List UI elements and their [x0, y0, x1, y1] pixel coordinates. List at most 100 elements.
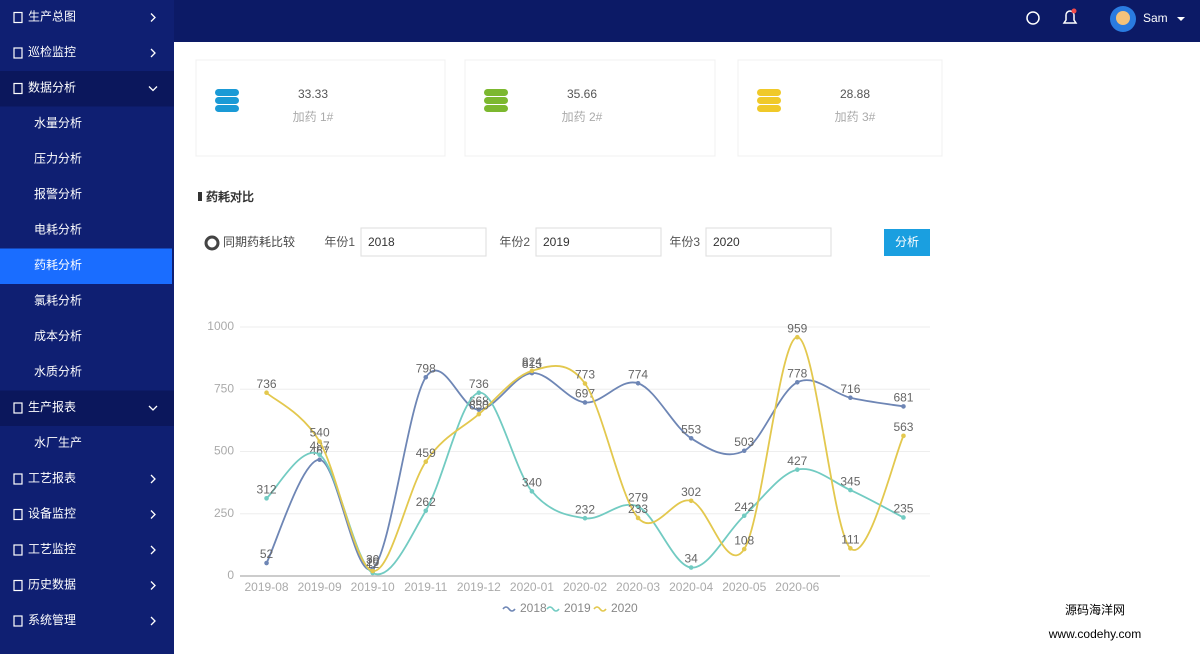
- menu-item[interactable]: 工艺报表: [28, 470, 76, 485]
- legend-label: 2020: [611, 601, 638, 615]
- watermark-line2: www.codehy.com: [1048, 627, 1141, 641]
- data-label: 798: [416, 361, 436, 375]
- series-line: [265, 369, 904, 571]
- x-tick-label: 2020-01: [510, 580, 554, 594]
- data-point: [317, 457, 322, 463]
- submenu-item[interactable]: 电耗分析: [34, 223, 82, 237]
- menu-icon: [13, 473, 23, 485]
- year-input-value[interactable]: 2020: [713, 235, 740, 249]
- menu-chevron: [150, 13, 156, 22]
- stat-icon: [215, 97, 239, 104]
- data-label: 959: [787, 321, 807, 335]
- data-point: [582, 381, 588, 386]
- legend-symbol: [593, 606, 607, 612]
- data-point: [476, 407, 482, 412]
- user-name[interactable]: Sam: [1143, 11, 1168, 25]
- legend-symbol: [502, 606, 516, 612]
- data-label: 242: [734, 500, 754, 514]
- analyze-button-label[interactable]: 分析: [895, 235, 919, 249]
- submenu-item[interactable]: 药耗分析: [34, 258, 82, 272]
- section-marker: [198, 192, 202, 201]
- data-label: 736: [257, 377, 277, 391]
- data-point: [901, 515, 906, 520]
- menu-item[interactable]: 工艺监控: [28, 542, 76, 556]
- submenu-item[interactable]: 压力分析: [34, 152, 82, 166]
- section-title: 药耗对比: [206, 189, 254, 204]
- radio[interactable]: [204, 235, 220, 251]
- data-point: [582, 400, 588, 405]
- data-label: 232: [575, 502, 595, 516]
- data-point: [582, 515, 588, 521]
- data-point: [423, 374, 429, 380]
- submenu-item[interactable]: 成本分析: [34, 329, 82, 343]
- menu-item[interactable]: 巡检监控: [28, 44, 76, 59]
- y-tick-label: 1000: [207, 319, 234, 333]
- menu-chevron: [150, 48, 156, 58]
- menu-icon: [13, 402, 23, 414]
- menu-icon: [13, 615, 23, 627]
- menu-group-bg: [0, 71, 174, 107]
- menu-item[interactable]: 数据分析: [28, 80, 76, 95]
- data-label: 235: [893, 502, 913, 516]
- data-point: [635, 380, 641, 386]
- stat-label: 加药 1#: [293, 110, 334, 124]
- menu-chevron: [148, 86, 158, 92]
- data-point: [848, 395, 853, 401]
- menu-chevron: [148, 405, 158, 411]
- stat-icon: [484, 97, 508, 104]
- y-tick-label: 250: [214, 506, 234, 520]
- year-input[interactable]: [360, 227, 487, 257]
- menu-item[interactable]: 生产报表: [28, 399, 76, 414]
- submenu-item[interactable]: 水厂生产: [34, 436, 82, 450]
- menu-icon: [13, 508, 23, 521]
- menu-item[interactable]: 设备监控: [28, 507, 76, 521]
- year-input[interactable]: [535, 227, 662, 257]
- submenu-item[interactable]: 水量分析: [34, 116, 82, 130]
- submenu-item[interactable]: 氯耗分析: [34, 294, 82, 308]
- data-label: 340: [522, 476, 542, 490]
- stat-icon: [757, 105, 781, 112]
- data-label: 262: [416, 495, 436, 509]
- radio-label[interactable]: 同期药耗比较: [223, 234, 295, 249]
- user-caret[interactable]: [1177, 17, 1185, 21]
- submenu-item[interactable]: 报警分析: [34, 186, 82, 201]
- data-point: [370, 568, 375, 574]
- x-tick-label: 2019-12: [457, 580, 501, 594]
- data-point: [741, 513, 747, 519]
- analyze-button[interactable]: [884, 229, 930, 256]
- year-input-value[interactable]: 2019: [543, 235, 570, 249]
- menu-item[interactable]: 系统管理: [28, 612, 76, 627]
- menu-icon: [13, 579, 23, 592]
- menu-item[interactable]: 历史数据: [28, 577, 76, 592]
- menu-active-bg: [0, 248, 172, 284]
- data-point: [741, 448, 747, 454]
- legend-symbol: [546, 606, 560, 612]
- data-label: 824: [522, 355, 542, 369]
- stat-value: 28.88: [840, 87, 870, 101]
- menu-icon: [13, 47, 23, 59]
- data-label: 773: [575, 368, 595, 382]
- submenu-item[interactable]: 水质分析: [34, 365, 82, 379]
- data-point: [848, 487, 853, 493]
- data-label: 312: [257, 482, 277, 496]
- data-point: [795, 334, 800, 340]
- settings-icon[interactable]: [1026, 11, 1040, 25]
- menu-icon: [13, 544, 23, 556]
- year-input-value[interactable]: 2018: [368, 235, 395, 249]
- data-point: [317, 439, 322, 444]
- year-input[interactable]: [705, 227, 832, 257]
- stat-icon: [757, 89, 781, 96]
- data-point: [317, 452, 322, 458]
- menu-item[interactable]: 生产总图: [28, 10, 76, 24]
- stat-value: 35.66: [567, 87, 597, 101]
- data-point: [423, 459, 429, 465]
- data-label: 20: [366, 555, 380, 569]
- menu-chevron: [150, 581, 156, 590]
- stat-icon: [484, 89, 508, 96]
- legend-label: 2018: [520, 601, 547, 615]
- bell-icon[interactable]: [1062, 10, 1078, 24]
- menu-chevron: [150, 616, 156, 626]
- data-label: 650: [469, 398, 489, 412]
- data-label: 233: [628, 502, 648, 516]
